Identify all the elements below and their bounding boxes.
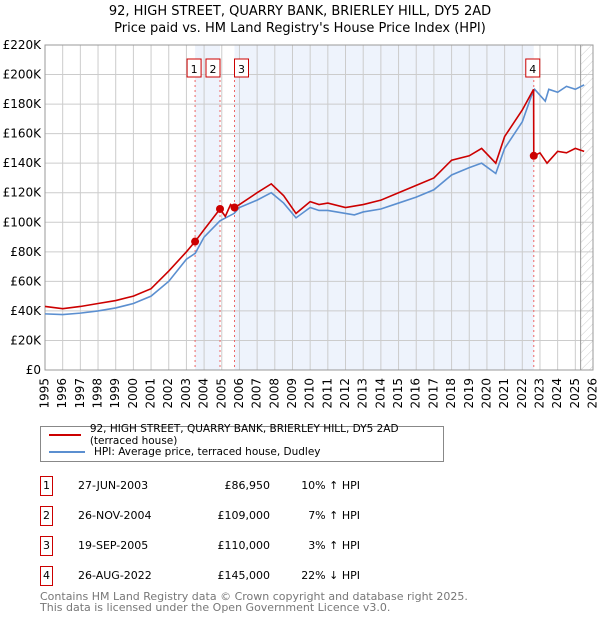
x-tick-label: 2023 <box>532 378 546 409</box>
x-tick-label: 2014 <box>373 378 387 409</box>
x-tick-label: 2001 <box>144 378 158 409</box>
x-tick-label: 2019 <box>462 378 476 409</box>
sale-label: 4 <box>529 63 536 76</box>
x-tick-label: 2008 <box>267 378 281 409</box>
x-tick-label: 2003 <box>179 378 193 409</box>
x-tick-label: 2016 <box>409 378 423 409</box>
shade-region <box>195 45 221 370</box>
x-tick-label: 2007 <box>250 378 264 409</box>
x-tick-label: 2013 <box>356 378 370 409</box>
footer-line-2: This data is licensed under the Open Gov… <box>40 601 391 614</box>
x-tick-label: 2024 <box>550 378 564 409</box>
x-tick-label: 2009 <box>285 378 299 409</box>
y-tick-label: £60K <box>10 274 42 288</box>
sale-point <box>529 151 538 160</box>
sale-price: £110,000 <box>217 539 271 552</box>
sale-label-box <box>205 58 221 78</box>
sale-date: 26-AUG-2022 <box>78 569 152 582</box>
sale-hpi-diff: 22% ↓ HPI <box>301 569 360 582</box>
sale-point <box>230 203 239 212</box>
legend: 92, HIGH STREET, QUARRY BANK, BRIERLEY H… <box>40 423 444 462</box>
property-price-line <box>44 88 585 310</box>
forecast-hatch <box>580 45 593 370</box>
x-tick-label: 2018 <box>444 378 458 409</box>
y-tick-label: £120K <box>3 186 43 200</box>
sale-date: 27-JUN-2003 <box>78 479 149 492</box>
y-tick-label: £140K <box>3 156 43 170</box>
x-tick-label: 2025 <box>568 378 582 409</box>
y-tick-label: £220K <box>3 38 43 52</box>
x-tick-label: 1996 <box>55 378 69 409</box>
x-tick-label: 2021 <box>497 378 511 409</box>
x-tick-label: 2000 <box>126 378 140 409</box>
footer: Contains HM Land Registry data © Crown c… <box>40 591 468 613</box>
x-tick-label: 1995 <box>38 378 52 409</box>
sale-price: £109,000 <box>217 509 271 522</box>
sale-label: 3 <box>238 63 245 76</box>
sale-label-box <box>525 58 541 78</box>
legend-label-hpi: HPI: Average price, terraced house, Dudl… <box>94 446 321 458</box>
hpi-line <box>44 84 585 316</box>
legend-item-property: 92, HIGH STREET, QUARRY BANK, BRIERLEY H… <box>49 423 443 447</box>
legend-red-line <box>49 434 81 436</box>
x-tick-label: 2011 <box>320 378 334 409</box>
x-tick-label: 2010 <box>303 378 317 409</box>
x-tick-label: 1998 <box>91 378 105 409</box>
plot-frame <box>44 44 594 371</box>
y-tick-label: £160K <box>3 127 43 141</box>
sale-hpi-diff: 7% ↑ HPI <box>308 509 360 522</box>
sale-hpi-diff: 10% ↑ HPI <box>301 479 360 492</box>
x-tick-label: 2005 <box>214 378 228 409</box>
x-tick-label: 2002 <box>161 378 175 409</box>
y-tick-label: £200K <box>3 68 43 82</box>
sale-price: £86,950 <box>224 479 271 492</box>
sale-date: 19-SEP-2005 <box>78 539 149 552</box>
footer-line-1: Contains HM Land Registry data © Crown c… <box>40 590 468 603</box>
sale-label-box <box>234 58 250 78</box>
x-tick-label: 1999 <box>108 378 122 409</box>
sale-date: 26-NOV-2004 <box>78 509 152 522</box>
x-tick-label: 2012 <box>338 378 352 409</box>
sale-point <box>191 237 200 246</box>
y-tick-label: £180K <box>3 97 43 111</box>
sale-point <box>216 204 225 213</box>
title-line-2: Price paid vs. HM Land Registry's House … <box>114 21 486 36</box>
sale-label: 1 <box>191 63 198 76</box>
sale-price: £145,000 <box>217 569 271 582</box>
legend-label-property: 92, HIGH STREET, QUARRY BANK, BRIERLEY H… <box>89 423 399 447</box>
sale-label: 2 <box>210 63 217 76</box>
x-tick-label: 2026 <box>586 378 600 409</box>
sale-hpi-diff: 3% ↑ HPI <box>308 539 360 552</box>
sale-number: 1 <box>40 476 53 496</box>
y-tick-label: £20K <box>10 333 42 347</box>
x-tick-label: 2020 <box>479 378 493 409</box>
x-tick-label: 2015 <box>391 378 405 409</box>
y-tick-label: £80K <box>10 245 42 259</box>
x-tick-label: 2006 <box>232 378 246 409</box>
sale-number: 2 <box>40 506 53 526</box>
price-chart: £0 £20K £40K £60K £80K £100K £120K £140K £160K £1… <box>3 38 600 409</box>
y-tick-label: £40K <box>10 304 42 318</box>
title-line-1: 92, HIGH STREET, QUARRY BANK, BRIERLEY H… <box>108 4 492 19</box>
chart-title: 92, HIGH STREET, QUARRY BANK, BRIERLEY H… <box>0 3 600 37</box>
sale-number: 3 <box>40 536 53 556</box>
y-tick-label: £0 <box>26 363 41 377</box>
legend-blue-line <box>49 451 85 453</box>
x-tick-label: 2017 <box>426 378 440 409</box>
y-tick-label: £100K <box>3 215 43 229</box>
legend-item-hpi: HPI: Average price, terraced house, Dudl… <box>49 444 321 460</box>
x-tick-label: 1997 <box>73 378 87 409</box>
sale-label-box <box>186 58 202 78</box>
x-tick-label: 2004 <box>197 378 211 409</box>
sale-number: 4 <box>40 566 53 586</box>
x-tick-label: 2022 <box>515 378 529 409</box>
